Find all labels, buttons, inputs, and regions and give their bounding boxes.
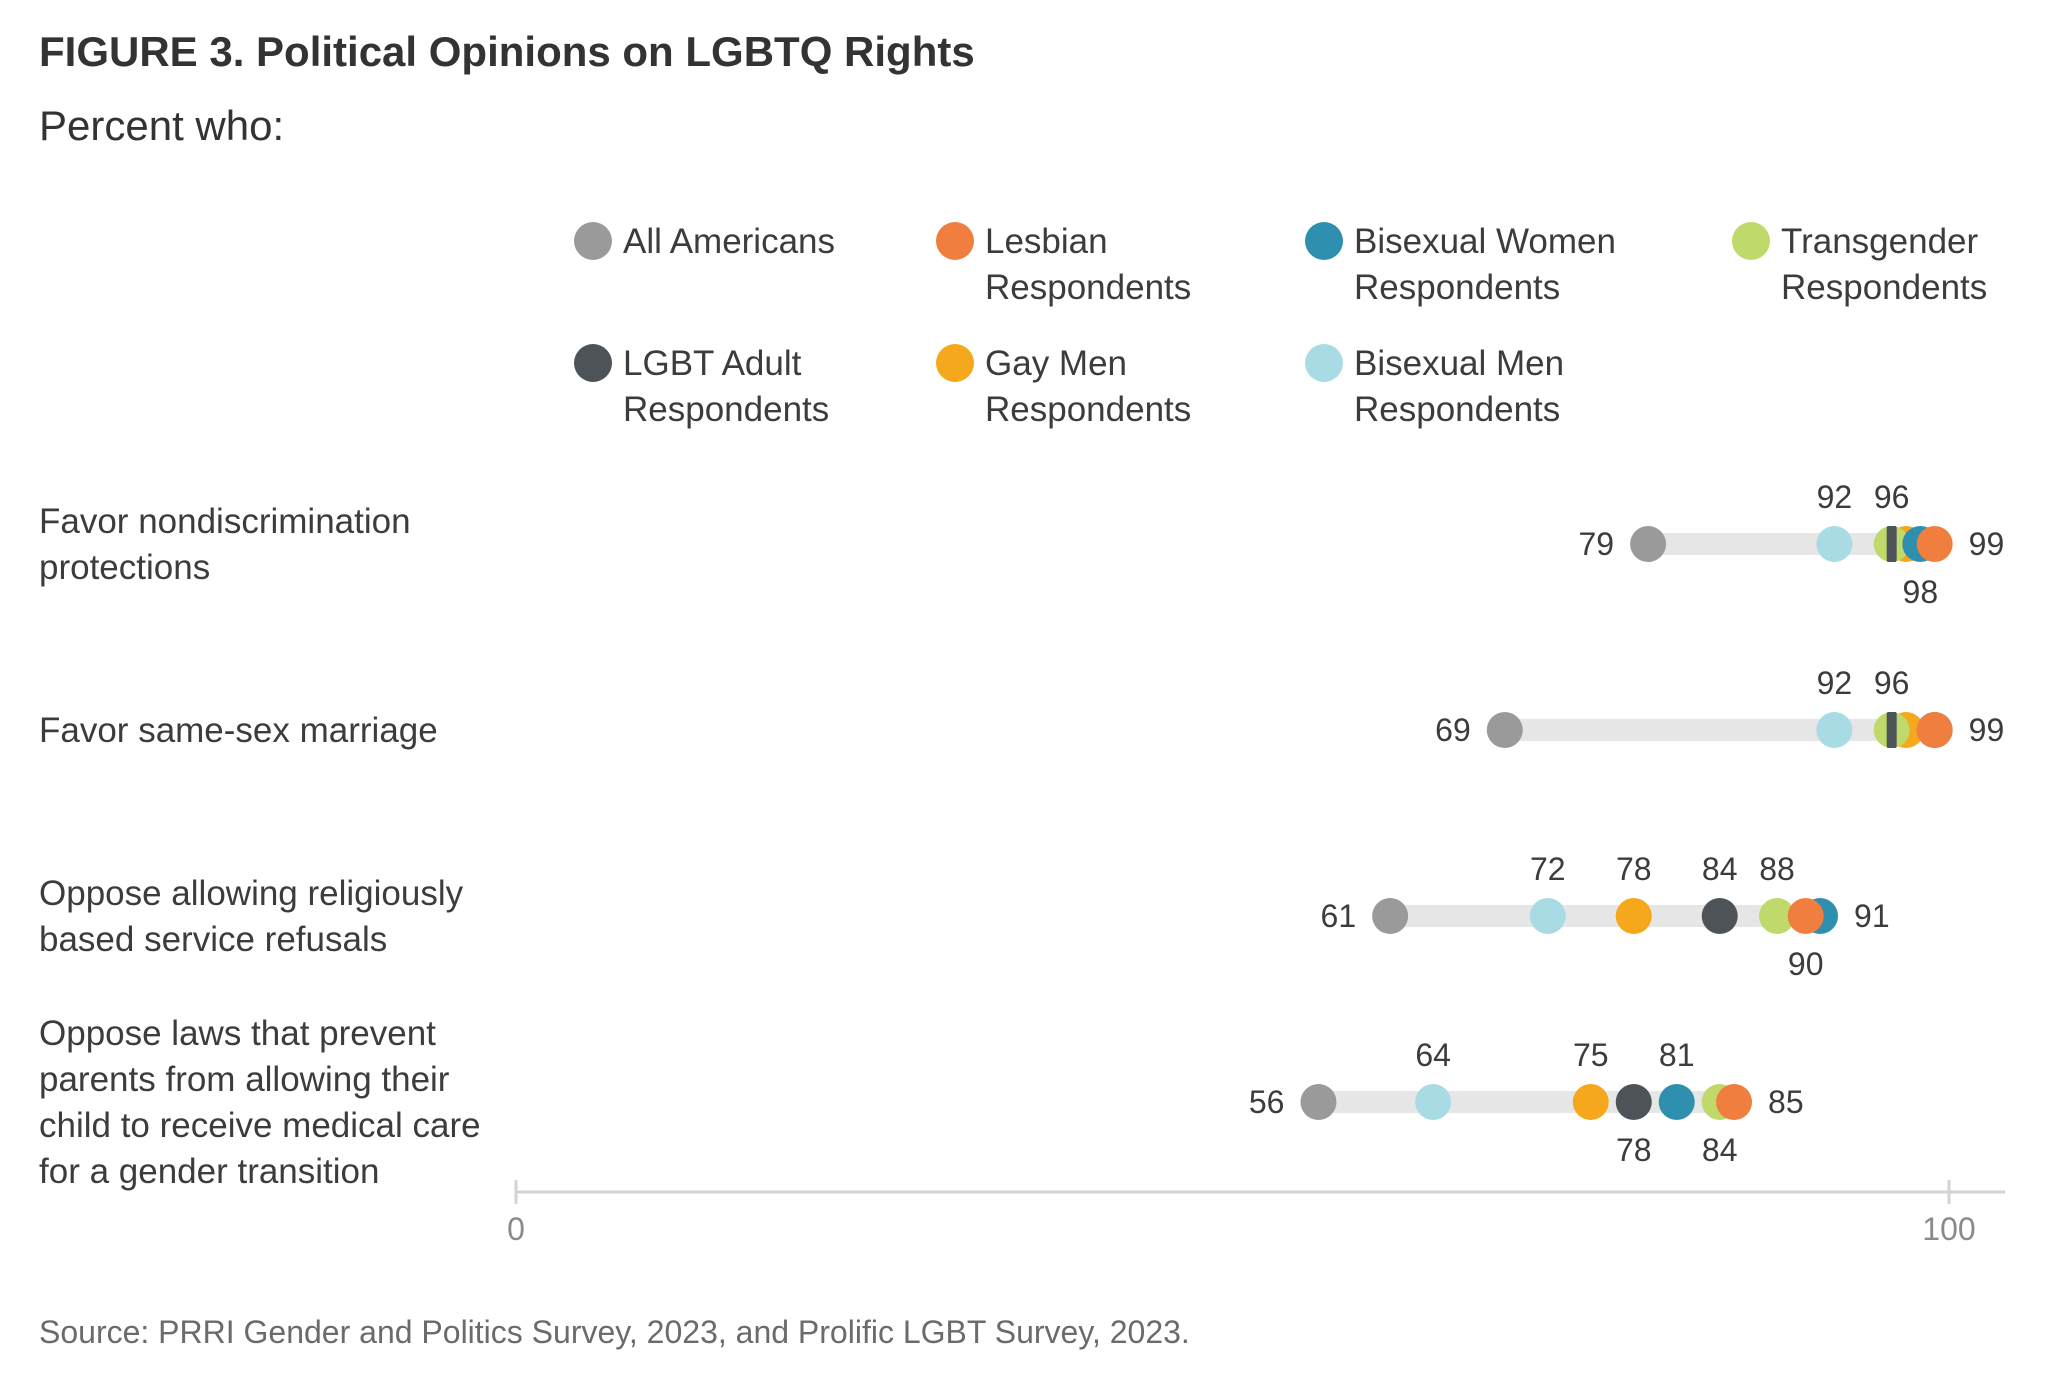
- legend-label-gay: Respondents: [985, 390, 1191, 429]
- data-label-row-3-2: 72: [1530, 851, 1566, 887]
- chart-subtitle: Percent who:: [39, 102, 285, 149]
- data-label-row-2-3: 96: [1874, 665, 1910, 701]
- data-label-row-4-5: 78: [1616, 1132, 1652, 1168]
- legend-label-gay: Gay Men: [985, 344, 1127, 383]
- row-label-3: based service refusals: [39, 920, 387, 959]
- dot-lgbt-row-2-front: [1886, 712, 1897, 748]
- dot-all-row-3: [1372, 898, 1409, 934]
- legend-swatch-lgbt: [574, 344, 612, 382]
- data-label-row-3-3: 78: [1616, 851, 1652, 887]
- dot-all-row-1: [1630, 526, 1667, 562]
- legend-label-biwomen: Respondents: [1354, 268, 1560, 307]
- source-note: Source: PRRI Gender and Politics Survey,…: [39, 1314, 1190, 1350]
- dot-bimen-row-1: [1816, 526, 1853, 562]
- dot-gay-row-3: [1615, 898, 1652, 934]
- legend-swatch-all: [574, 222, 612, 260]
- chart-title: FIGURE 3. Political Opinions on LGBTQ Ri…: [39, 28, 975, 75]
- row-label-4: child to receive medical care: [39, 1106, 481, 1145]
- dot-bimen-row-3: [1529, 898, 1566, 934]
- data-label-row-2-1: 69: [1435, 712, 1471, 748]
- data-label-row-1-4: 98: [1903, 574, 1939, 610]
- legend-swatch-bimen: [1305, 344, 1343, 382]
- legend-label-all: All Americans: [623, 222, 835, 261]
- legend-label-bimen: Respondents: [1354, 390, 1560, 429]
- data-label-row-3-4: 84: [1702, 851, 1738, 887]
- data-label-row-4-4: 81: [1659, 1037, 1695, 1073]
- legend-label-trans: Transgender: [1781, 222, 1978, 261]
- data-label-row-1-3: 96: [1874, 479, 1910, 515]
- data-label-row-4-7: 85: [1768, 1084, 1804, 1120]
- data-label-row-1-2: 92: [1817, 479, 1853, 515]
- data-label-row-4-3: 75: [1573, 1037, 1609, 1073]
- legend-label-biwomen: Bisexual Women: [1354, 222, 1616, 261]
- legend-label-lesbian: Respondents: [985, 268, 1191, 307]
- data-label-row-3-6: 90: [1788, 946, 1824, 982]
- data-label-row-3-7: 91: [1854, 898, 1890, 934]
- data-label-row-3-1: 61: [1321, 898, 1357, 934]
- dot-all-row-2: [1486, 712, 1523, 748]
- legend-label-lesbian: Lesbian: [985, 222, 1108, 261]
- row-label-1: Favor nondiscrimination: [39, 502, 411, 541]
- dot-gay-row-4: [1572, 1084, 1609, 1120]
- dot-lesbian-row-1: [1916, 526, 1953, 562]
- dot-biwomen-row-4: [1658, 1084, 1695, 1120]
- dot-lesbian-row-4: [1716, 1084, 1753, 1120]
- legend-label-lgbt: LGBT Adult: [623, 344, 802, 383]
- legend-label-lgbt: Respondents: [623, 390, 829, 429]
- dot-lesbian-row-2: [1916, 712, 1953, 748]
- row-label-4: parents from allowing their: [39, 1060, 450, 1099]
- legend-swatch-trans: [1732, 222, 1770, 260]
- data-label-row-4-6: 84: [1702, 1132, 1738, 1168]
- data-label-row-3-5: 88: [1759, 851, 1795, 887]
- legend-label-bimen: Bisexual Men: [1354, 344, 1564, 383]
- row-label-1: protections: [39, 548, 210, 587]
- dot-lgbt-row-4: [1615, 1084, 1652, 1120]
- legend-label-trans: Respondents: [1781, 268, 1987, 307]
- legend-swatch-biwomen: [1305, 222, 1343, 260]
- dot-bimen-row-2: [1816, 712, 1853, 748]
- row-label-4: Oppose laws that prevent: [39, 1014, 436, 1053]
- dot-lgbt-row-1-front: [1886, 526, 1897, 562]
- data-label-row-2-4: 99: [1969, 712, 2005, 748]
- dot-all-row-4: [1300, 1084, 1337, 1120]
- x-tick-label-2: 100: [1922, 1211, 1975, 1247]
- row-label-4: for a gender transition: [39, 1152, 379, 1191]
- data-label-row-1-5: 99: [1969, 526, 2005, 562]
- legend-swatch-gay: [936, 344, 974, 382]
- data-label-row-1-1: 79: [1578, 526, 1614, 562]
- data-label-row-2-2: 92: [1817, 665, 1853, 701]
- dot-trans-row-3: [1759, 898, 1796, 934]
- dot-lesbian-row-3: [1787, 898, 1824, 934]
- row-label-2: Favor same-sex marriage: [39, 711, 438, 750]
- data-label-row-4-1: 56: [1249, 1084, 1285, 1120]
- legend-swatch-lesbian: [936, 222, 974, 260]
- dot-lgbt-row-3: [1701, 898, 1738, 934]
- x-tick-label-1: 0: [507, 1211, 525, 1247]
- row-label-3: Oppose allowing religiously: [39, 874, 464, 913]
- dot-bimen-row-4: [1415, 1084, 1452, 1120]
- data-label-row-4-2: 64: [1415, 1037, 1451, 1073]
